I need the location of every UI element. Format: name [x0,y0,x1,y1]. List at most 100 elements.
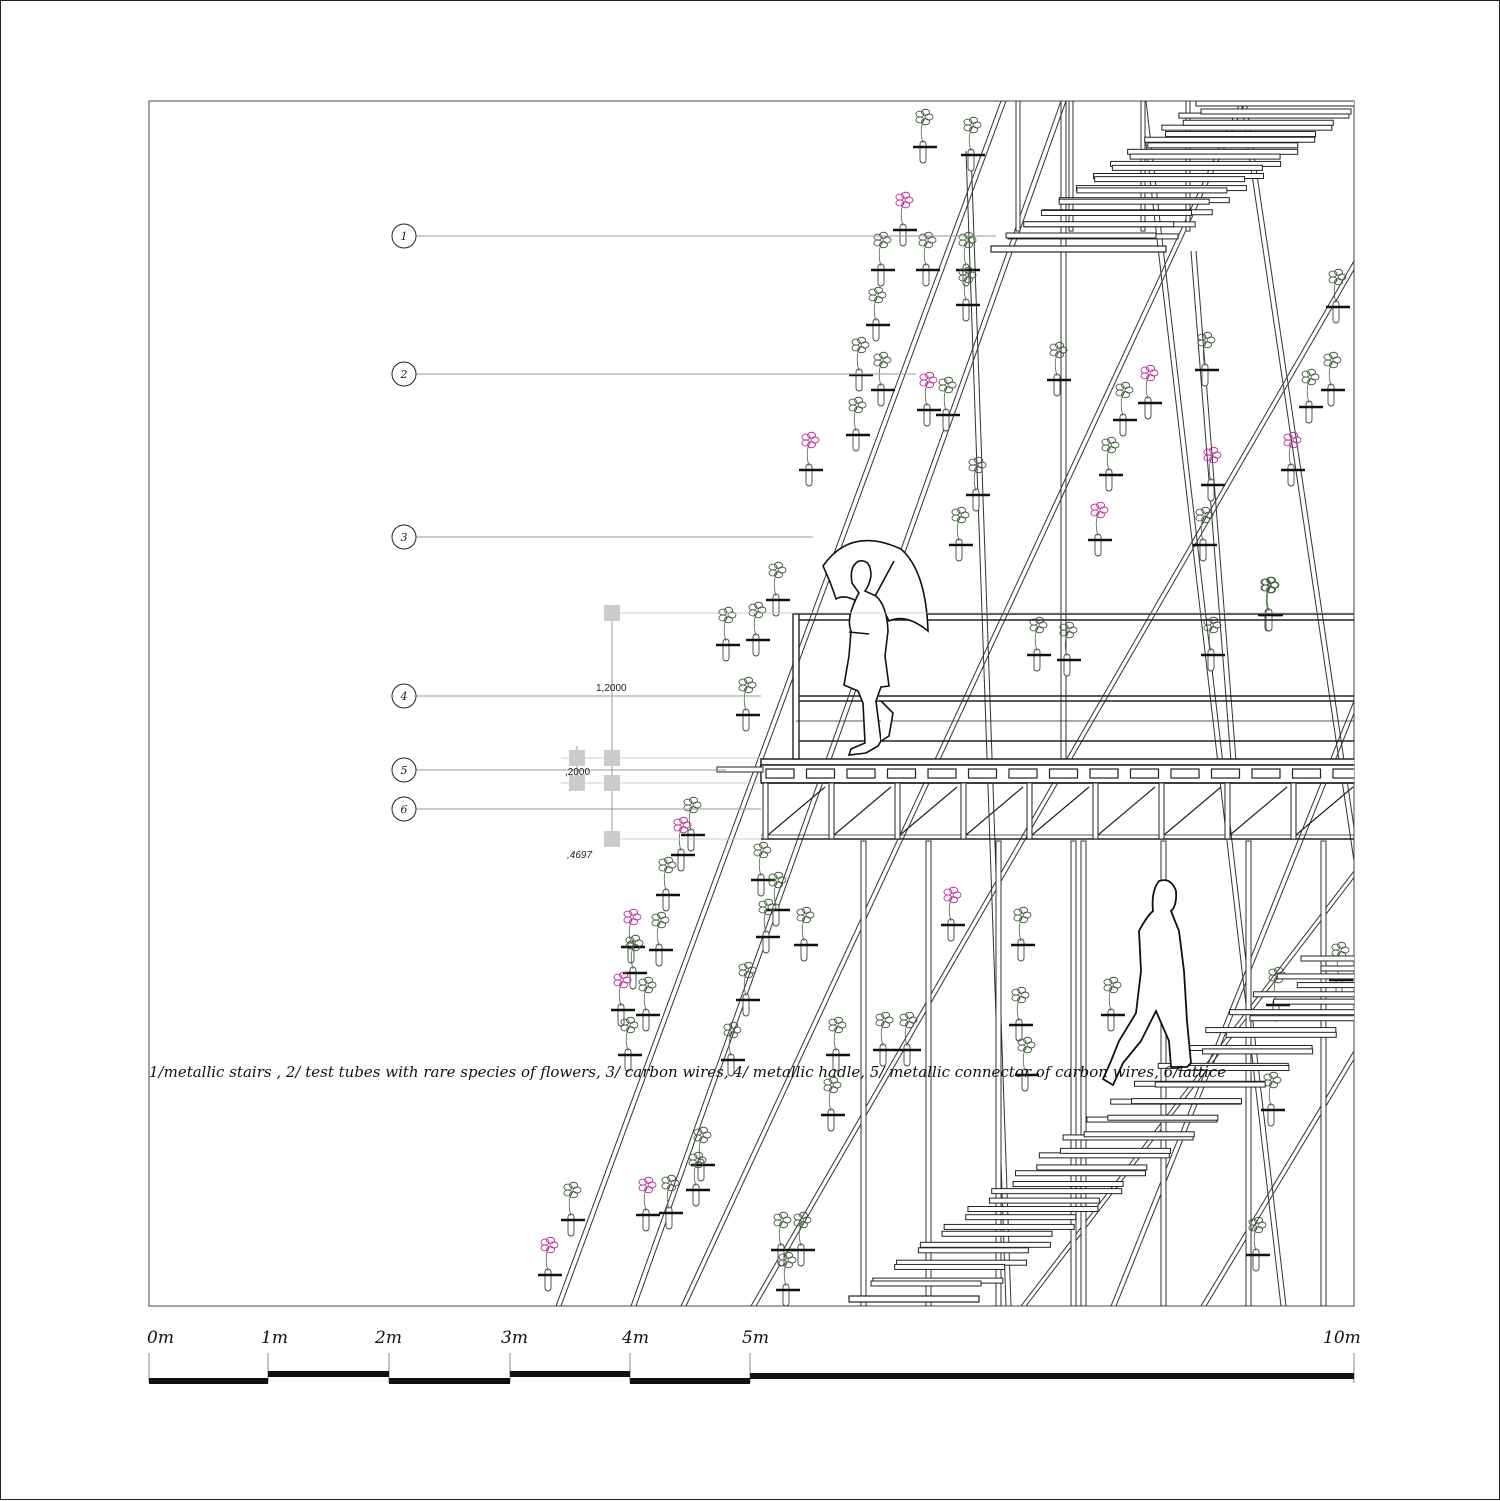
scale-segment [510,1371,630,1377]
petal [625,936,635,944]
test-tube [782,1283,790,1306]
test-tube [1105,468,1113,492]
test-tube [1207,478,1215,502]
flower-test-tube [791,1211,815,1267]
test-tube [1207,648,1215,672]
stem [900,201,905,227]
petal [1254,1226,1263,1234]
stair-tread [1161,124,1333,131]
petal [629,918,638,926]
deck-opening [1210,768,1241,779]
petal [657,911,666,919]
flower-test-tube [916,231,940,287]
stem [924,381,929,407]
carbon-wire [1110,700,1354,1306]
post [1245,840,1252,1306]
deck-opening [1170,768,1200,779]
petal [921,118,930,126]
petal [957,506,966,514]
petal [619,981,628,989]
stem [643,986,648,1012]
flower-test-tube [776,1251,800,1306]
petal [778,1253,788,1261]
petal [799,1221,808,1229]
petal [799,1211,808,1219]
petal [744,676,753,684]
lattice-diagonal [767,786,826,836]
petal [1268,968,1278,976]
petal [963,118,973,126]
flower-test-tube [681,796,705,852]
test-tube [762,930,770,954]
lattice-vertical [762,782,769,840]
test-tube [1305,400,1313,424]
petal [949,886,958,894]
petal [1203,341,1212,349]
deck-opening [846,768,876,779]
lattice-vertical [1092,782,1099,840]
test-tube [692,1183,700,1207]
stem [783,1261,788,1287]
petal [1096,511,1105,519]
petal [1115,383,1125,391]
petal [1329,351,1338,359]
callout-number-5: 5 [401,764,408,777]
flower-test-tube [756,898,780,954]
stair-tread [1154,1081,1266,1088]
petal [958,268,968,276]
stair-tread [917,1247,1029,1254]
flower-test-tube [917,371,941,427]
petal [879,351,888,359]
petal [1107,436,1116,444]
petal [644,1176,653,1184]
petal [1013,908,1023,916]
petal [1267,586,1276,594]
metallic-stairs-lower [848,955,1354,1303]
deck-opening [967,768,998,779]
stem [1108,986,1113,1012]
petal [1209,446,1218,454]
test-tube [655,943,663,967]
carbon-wire [1245,101,1354,831]
petal [834,1016,843,1024]
petal [1254,1216,1263,1224]
petal [1109,976,1118,984]
petal [1055,341,1064,349]
test-tube [687,828,695,852]
petal [1274,966,1283,974]
petal [938,378,948,386]
lattice-vertical [1290,782,1297,840]
test-tube [742,708,750,732]
flower-test-tube [941,886,965,942]
petal [723,1023,733,1031]
petal [540,1238,550,1246]
stair-tread [1200,108,1352,115]
dimension-marker [604,750,620,766]
callout-circle-4 [391,683,417,709]
deck-opening [1251,768,1281,779]
carbon-wire [1115,712,1354,1306]
stair-tread [1225,1031,1337,1038]
test-tube [1332,300,1340,324]
stem [853,406,858,432]
flower-test-tube [873,1011,897,1067]
petal [1334,268,1343,276]
flower-test-tube [849,336,873,392]
petal [919,373,929,381]
stair-tread [1059,1147,1171,1154]
flower-test-tube [751,841,775,897]
petal [1203,331,1212,339]
scale-label-5m: 5m [742,1328,769,1348]
petal [969,126,978,134]
test-tube [1094,533,1102,557]
stair-landing [990,245,1167,253]
stem [753,611,758,637]
scale-segment [750,1373,1354,1379]
stair-tread [870,1280,982,1287]
flower-test-tube [746,601,770,657]
stem [1208,626,1213,652]
petal [1109,986,1118,994]
petal [905,1011,914,1019]
flower-test-tube [736,676,760,732]
petal [764,908,773,916]
